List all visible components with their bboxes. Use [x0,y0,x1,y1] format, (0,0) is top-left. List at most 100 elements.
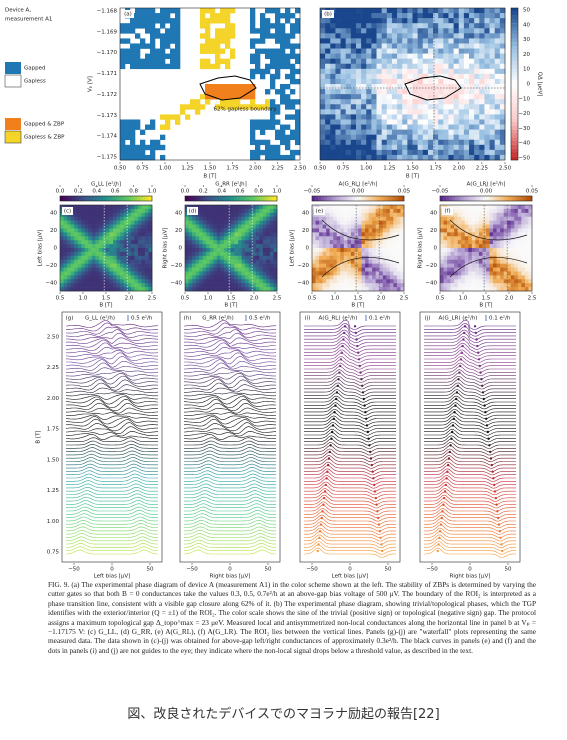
heatmap-cell [320,63,326,70]
heatmap-cell [106,255,110,261]
heatmap-cell [463,48,470,54]
heatmap-cell [106,228,110,233]
heatmap-cell [475,236,480,241]
waterfall-curve [184,500,276,505]
heatmap-cell [120,279,124,284]
heatmap-cell [376,38,382,44]
heatmap-cell [354,228,359,233]
heatmap-cell [216,212,221,218]
heatmap-cell [326,279,330,284]
heatmap-cell [461,212,466,218]
heatmap-cell [484,109,490,115]
heatmap-cell [262,275,267,280]
heatmap-cell [393,208,398,214]
heatmap-cell [397,63,403,70]
colorbar-cell [400,196,405,201]
heatmap-cell [443,38,449,44]
heatmap-cell [210,8,216,14]
heatmap-cell [252,216,257,221]
waterfall-curve [183,422,276,432]
heatmap-cell [524,267,529,272]
heatmap-cell [220,38,226,44]
heatmap-cell [91,212,96,218]
waterfall-curve [183,342,277,352]
label: 20 [302,228,309,234]
heatmap-cell [137,248,142,253]
heatmap-cell [427,38,434,44]
heatmap-cell [241,228,246,233]
heatmap-cell [366,43,372,49]
heatmap-cell [295,124,301,130]
heatmap-cell [106,283,110,288]
heatmap-cell [375,205,380,210]
heatmap-cell [180,104,186,110]
label: 40 [523,22,530,28]
heatmap-cell [407,23,413,29]
heatmap-cell [469,139,475,146]
waterfall-curve [424,362,516,373]
heatmap-cell [521,212,526,218]
heatmap-cell [290,48,296,54]
heatmap-cell [461,205,466,210]
waterfall-curve [424,544,516,555]
heatmap-cell [188,267,193,272]
heatmap-cell [463,78,470,85]
heatmap-cell [148,267,153,272]
waterfall-curve [304,415,396,426]
heatmap-cell [319,216,323,221]
heatmap-cell [468,228,473,233]
heatmap-cell [123,275,128,280]
heatmap-cell [290,129,296,135]
heatmap-cell [312,263,316,268]
heatmap-cell [489,232,494,237]
heatmap-cell [361,13,367,19]
heatmap-cell [454,205,458,210]
heatmap-cell [510,232,515,237]
colorbar-cell [511,34,518,39]
heatmap-cell [145,124,151,130]
heatmap-cell [315,216,320,221]
heatmap-cell [507,283,512,288]
colorbar-cell [136,196,141,201]
heatmap-cell [265,48,271,54]
heatmap-cell [241,244,246,249]
heatmap-cell [366,48,372,54]
threshold-dot [336,384,339,387]
colorbar-cell [339,196,343,201]
heatmap-cell [333,271,338,276]
heatmap-cell [343,220,348,225]
heatmap-cell [354,244,359,249]
heatmap-cell [216,287,221,292]
heatmap-cell [500,220,504,225]
threshold-dot [316,549,319,553]
heatmap-cell [63,263,68,268]
heatmap-cell [206,220,211,225]
heatmap-cell [192,267,196,272]
heatmap-cell [468,216,473,221]
heatmap-cell [109,275,114,280]
heatmap-cell [510,220,515,225]
heatmap-cell [361,43,367,49]
waterfall-curve [65,543,159,548]
heatmap-cell [165,114,171,120]
heatmap-cell [457,216,462,221]
heatmap-cell [389,251,394,257]
heatmap-cell [290,68,296,75]
waterfall-curve [424,455,516,466]
heatmap-cell [438,48,444,54]
heatmap-cell [361,279,366,284]
heatmap-cell [88,228,93,233]
heatmap-cell [389,283,394,288]
heatmap-cell [493,275,497,280]
heatmap-cell [220,48,226,54]
heatmap-cell [514,283,519,288]
heatmap-cell [195,236,200,241]
heatmap-cell [205,43,211,49]
heatmap-cell [200,48,206,54]
heatmap-cell [325,53,331,59]
waterfall-curve [184,347,277,354]
heatmap-cell [496,208,501,214]
heatmap-cell [440,220,444,225]
heatmap-cell [275,129,281,135]
waterfall-curve [304,524,396,535]
